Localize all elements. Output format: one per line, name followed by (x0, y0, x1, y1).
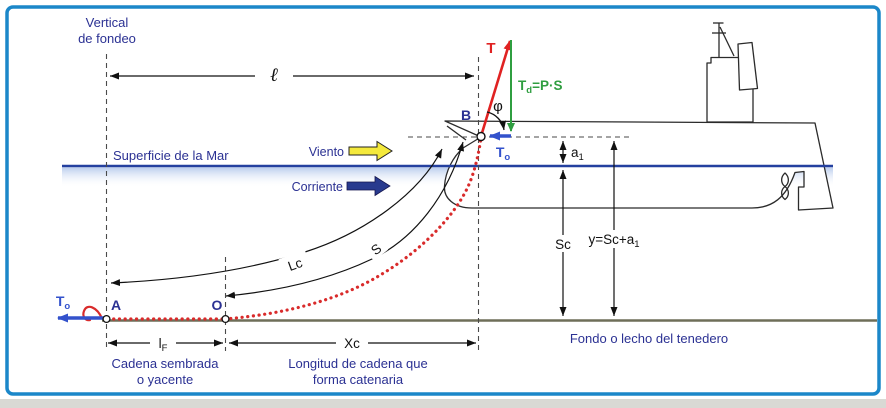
catenary-caption: Longitud de cadena que forma catenaria (288, 356, 428, 387)
wind-arrow-icon (348, 140, 393, 162)
bottom-shadow (0, 399, 886, 408)
y-label: y=Sc+a1 (584, 230, 645, 250)
tension-arrow (480, 40, 512, 134)
s-curve (225, 141, 464, 299)
svg-text:Vertical: Vertical (86, 15, 129, 30)
tension-label: T (486, 40, 495, 57)
seabed-label: Fondo o lecho del tenedero (570, 331, 728, 346)
svg-text:Longitud de cadena que: Longitud de cadena que (288, 356, 428, 371)
point-a-label: A (111, 297, 121, 313)
point-o-marker (221, 314, 230, 324)
point-o-label: O (212, 297, 223, 313)
svg-text:y=Sc+a1: y=Sc+a1 (588, 232, 639, 250)
xc-label: Xc (344, 336, 360, 351)
wind-label: Viento (309, 145, 344, 159)
laid-chain-caption: Cadena sembrada o yacente (112, 356, 220, 387)
sea-surface-label: Superficie de la Mar (113, 148, 229, 163)
propeller-icon (780, 172, 790, 201)
point-b-marker (476, 131, 486, 142)
t0-label-bow: To (496, 144, 511, 163)
span-label: ℓ (270, 64, 278, 86)
anchoring-vertical-caption: Vertical de fondeo (78, 15, 136, 46)
a1-label: a1 (571, 145, 584, 163)
td-label: Td=P·S (518, 78, 562, 96)
svg-text:Sc: Sc (555, 237, 571, 252)
ship-funnel (737, 41, 759, 91)
svg-text:o yacente: o yacente (137, 372, 193, 387)
ship-mast (712, 22, 735, 58)
svg-text:de fondeo: de fondeo (78, 31, 136, 46)
bow-hawse-line (446, 125, 467, 141)
chain-catenary-dotted (223, 136, 483, 321)
current-arrow-icon (346, 175, 391, 197)
point-a-marker (102, 314, 111, 324)
phi-label: φ (493, 98, 503, 115)
s-label: S (362, 235, 389, 261)
t0-label-seabed: To (56, 293, 71, 312)
current-label: Corriente (292, 180, 343, 194)
point-b-label: B (461, 107, 471, 123)
svg-text:forma catenaria: forma catenaria (313, 372, 404, 387)
svg-text:Cadena sembrada: Cadena sembrada (112, 356, 220, 371)
phi-arc (486, 111, 507, 131)
sc-label: Sc (550, 235, 576, 252)
lf-label: lF (159, 336, 168, 354)
